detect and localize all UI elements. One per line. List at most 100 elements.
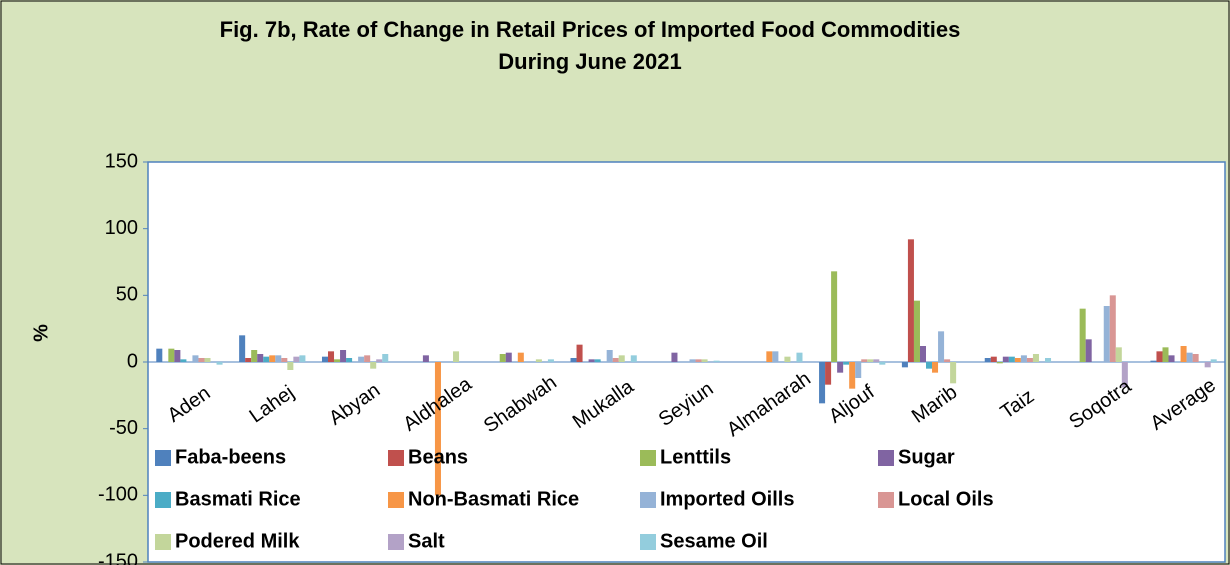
bar xyxy=(251,350,258,362)
bar xyxy=(618,355,625,362)
bar xyxy=(1180,346,1187,362)
legend-swatch xyxy=(878,492,894,508)
bar xyxy=(198,358,205,362)
y-tick-label: 150 xyxy=(105,150,138,172)
bar xyxy=(321,356,329,362)
bar xyxy=(364,355,371,362)
bar xyxy=(576,344,583,362)
bar xyxy=(701,359,708,362)
y-tick-label: 0 xyxy=(127,350,138,372)
legend-swatch xyxy=(878,450,894,466)
legend-swatch xyxy=(640,450,656,466)
bar xyxy=(499,354,506,362)
bar xyxy=(594,359,601,362)
bar xyxy=(204,358,211,362)
bar xyxy=(174,350,181,362)
bar xyxy=(281,358,288,362)
bar xyxy=(370,362,377,369)
bar xyxy=(505,352,512,362)
bar xyxy=(984,358,991,362)
bar xyxy=(713,360,720,362)
bar xyxy=(376,359,383,362)
bar xyxy=(257,354,264,362)
bar xyxy=(938,331,945,362)
y-tick-label: 100 xyxy=(105,217,138,239)
bar xyxy=(1026,358,1033,362)
bar xyxy=(913,300,920,362)
bar xyxy=(340,350,347,362)
bar xyxy=(996,362,1003,364)
bar xyxy=(434,362,441,496)
legend-label: Imported Oills xyxy=(660,488,794,510)
bar xyxy=(606,350,613,362)
bar xyxy=(901,362,908,368)
bar xyxy=(873,359,880,362)
chart-title: Fig. 7b, Rate of Change in Retail Prices… xyxy=(219,17,961,74)
bar xyxy=(695,359,702,362)
legend-label: Podered Milk xyxy=(175,530,300,552)
bar xyxy=(1014,358,1021,362)
legend-label: Non-Basmati Rice xyxy=(408,488,579,510)
bar xyxy=(1109,295,1116,362)
bar xyxy=(287,362,294,370)
bar xyxy=(156,348,163,362)
bar xyxy=(334,359,341,362)
bar xyxy=(1115,347,1122,362)
bar xyxy=(879,362,886,365)
bar xyxy=(796,352,803,362)
legend-swatch xyxy=(640,492,656,508)
bar xyxy=(547,359,554,362)
bar xyxy=(216,362,223,365)
bar xyxy=(831,271,838,362)
bar xyxy=(1103,306,1110,362)
bar xyxy=(1186,352,1193,362)
legend-label: Faba-beens xyxy=(175,446,286,468)
bar xyxy=(919,346,927,362)
legend-swatch xyxy=(388,534,404,550)
bar xyxy=(1121,362,1128,388)
bar xyxy=(926,362,933,369)
legend-label: Local Oils xyxy=(898,488,994,510)
bar xyxy=(907,239,914,362)
bar xyxy=(263,356,270,362)
bar xyxy=(784,356,791,362)
legend-swatch xyxy=(388,492,404,508)
bar xyxy=(328,351,335,362)
bar xyxy=(1085,339,1092,362)
bar xyxy=(1204,362,1211,368)
bar xyxy=(346,358,353,362)
bar xyxy=(453,351,460,362)
bar xyxy=(1044,358,1052,362)
legend-swatch xyxy=(155,492,171,508)
bar xyxy=(867,359,874,362)
bar xyxy=(192,355,199,362)
bar xyxy=(671,352,678,362)
bar xyxy=(293,356,300,362)
bar xyxy=(275,355,282,362)
bar xyxy=(1150,360,1157,362)
bar xyxy=(861,359,868,362)
bar xyxy=(1032,354,1039,362)
y-tick-label: 50 xyxy=(116,284,138,306)
bar xyxy=(772,351,779,362)
bar xyxy=(825,362,832,385)
y-axis-label: % xyxy=(30,324,52,342)
bar xyxy=(1002,356,1009,362)
bar xyxy=(517,352,524,362)
legend-swatch xyxy=(388,450,404,466)
bar xyxy=(1162,347,1169,362)
bar xyxy=(1156,351,1163,362)
y-tick-label: -100 xyxy=(98,484,138,506)
legend-swatch xyxy=(640,534,656,550)
bar xyxy=(245,358,252,362)
bar xyxy=(766,351,773,362)
bar xyxy=(358,356,365,362)
legend-label: Beans xyxy=(408,446,468,468)
bar xyxy=(180,359,187,362)
bar xyxy=(849,362,856,389)
legend-label: Lenttils xyxy=(660,446,731,468)
bar xyxy=(535,359,542,362)
bar xyxy=(382,354,389,362)
